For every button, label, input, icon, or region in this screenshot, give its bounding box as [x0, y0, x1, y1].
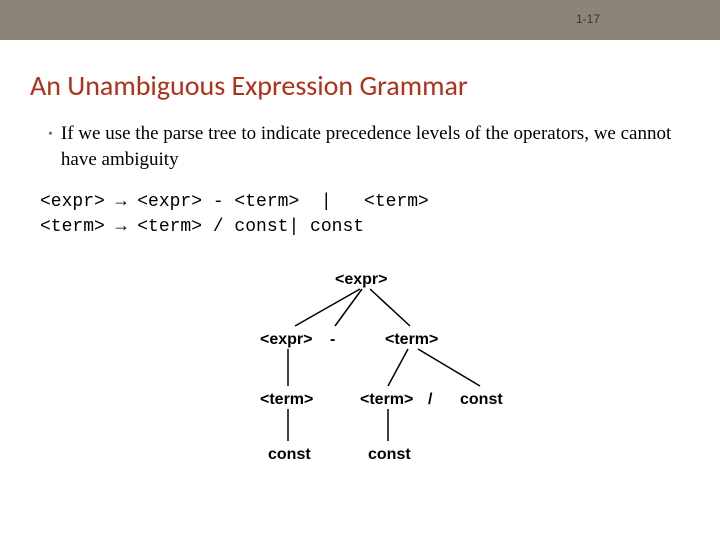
tree-node-const-l: const [268, 446, 311, 464]
tree-edges [160, 271, 560, 491]
bullet-dot: • [48, 127, 53, 143]
tree-node-expr-l: <expr> [260, 331, 312, 349]
tree-node-term-l: <term> [260, 391, 313, 409]
tree-node-slash: / [428, 391, 432, 409]
tree-node-const-m: const [368, 446, 411, 464]
grammar-line-1: <expr> → <expr> - <term> | <term> [40, 192, 429, 212]
header-bar: 1-17 [0, 0, 720, 40]
grammar-line-2: <term> → <term> / const| const [40, 217, 364, 237]
page-number: 1-17 [576, 12, 600, 26]
slide-title: An Unambiguous Expression Grammar [30, 68, 720, 103]
bullet-block: • If we use the parse tree to indicate p… [48, 121, 680, 172]
grammar-block: <expr> → <expr> - <term> | <term> <term>… [40, 190, 720, 240]
tree-node-minus: - [330, 331, 335, 349]
tree-node-term-m: <term> [360, 391, 413, 409]
parse-tree: <expr> <expr> - <term> <term> <term> / c… [160, 271, 560, 491]
bullet-row: • If we use the parse tree to indicate p… [48, 121, 680, 172]
tree-node-term-r: <term> [385, 331, 438, 349]
tree-node-root: <expr> [335, 271, 387, 289]
tree-node-const-r: const [460, 391, 503, 409]
bullet-text: If we use the parse tree to indicate pre… [61, 121, 680, 172]
